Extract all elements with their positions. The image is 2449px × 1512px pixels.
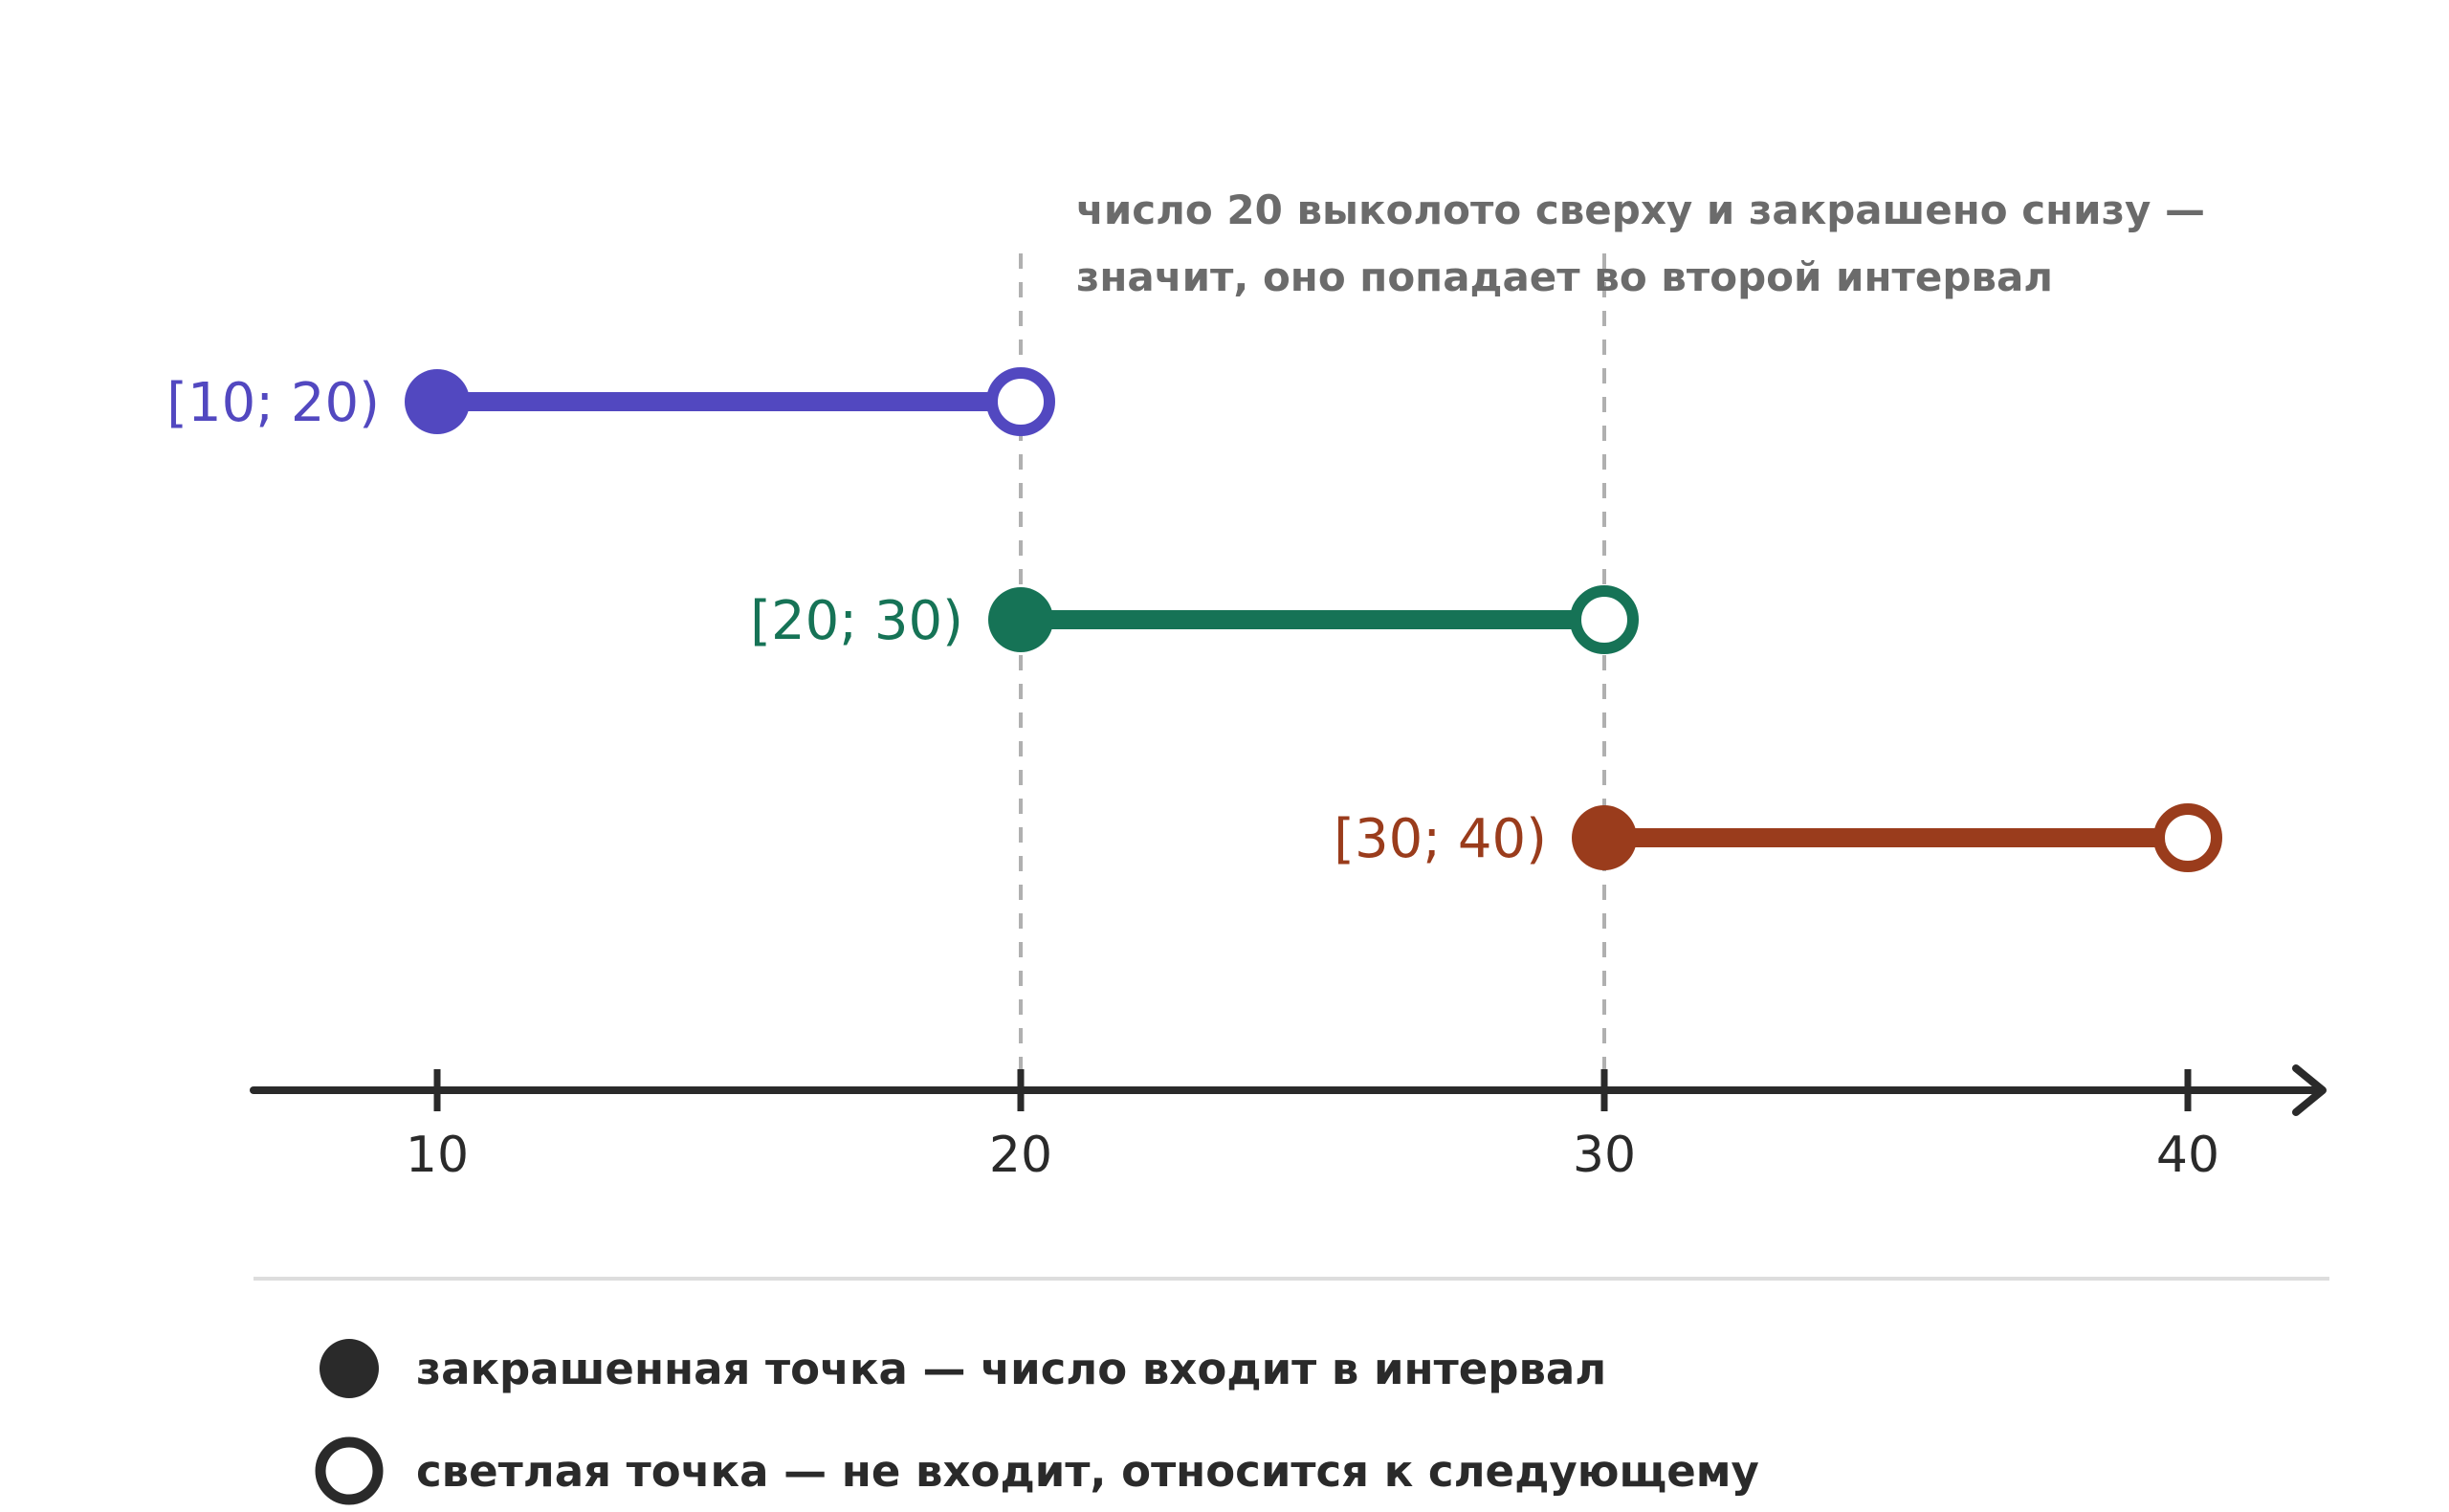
- interval-label: [10; 20): [166, 372, 380, 434]
- interval-3: [30; 40): [1334, 803, 2222, 872]
- interval-label: [30; 40): [1334, 808, 1547, 870]
- annotation-line-2: значит, оно попадает во второй интервал: [1076, 253, 2053, 300]
- axis-ticks: 10 20 30 40: [406, 1069, 2219, 1184]
- closed-endpoint: [405, 369, 470, 434]
- axis-arrow-icon: [2292, 1064, 2327, 1116]
- closed-endpoint: [988, 587, 1053, 652]
- open-endpoint: [986, 367, 1055, 436]
- number-axis: [250, 1064, 2327, 1116]
- guide-lines: [1019, 253, 1606, 1079]
- legend: закрашенная точка — число входит в интер…: [315, 1339, 1759, 1505]
- open-endpoint: [2153, 803, 2222, 872]
- tick-label: 30: [1573, 1127, 1636, 1184]
- open-endpoint: [1570, 585, 1639, 654]
- interval-2: [20; 30): [750, 585, 1639, 654]
- interval-1: [10; 20): [166, 367, 1055, 436]
- filled-dot-icon: [320, 1339, 379, 1398]
- tick-label: 20: [989, 1127, 1052, 1184]
- legend-filled-text: закрашенная точка — число входит в интер…: [416, 1344, 1606, 1394]
- interval-label: [20; 30): [750, 590, 963, 652]
- tick-label: 40: [2156, 1127, 2219, 1184]
- intervals: [10; 20) [20; 30) [30; 40): [166, 367, 2222, 872]
- tick-label: 10: [406, 1127, 469, 1184]
- legend-open-text: светлая точка — не входит, относится к с…: [416, 1446, 1759, 1497]
- closed-endpoint: [1572, 805, 1637, 870]
- open-dot-icon: [315, 1436, 384, 1505]
- annotation-line-1: число 20 выколото сверху и закрашено сни…: [1076, 186, 2205, 233]
